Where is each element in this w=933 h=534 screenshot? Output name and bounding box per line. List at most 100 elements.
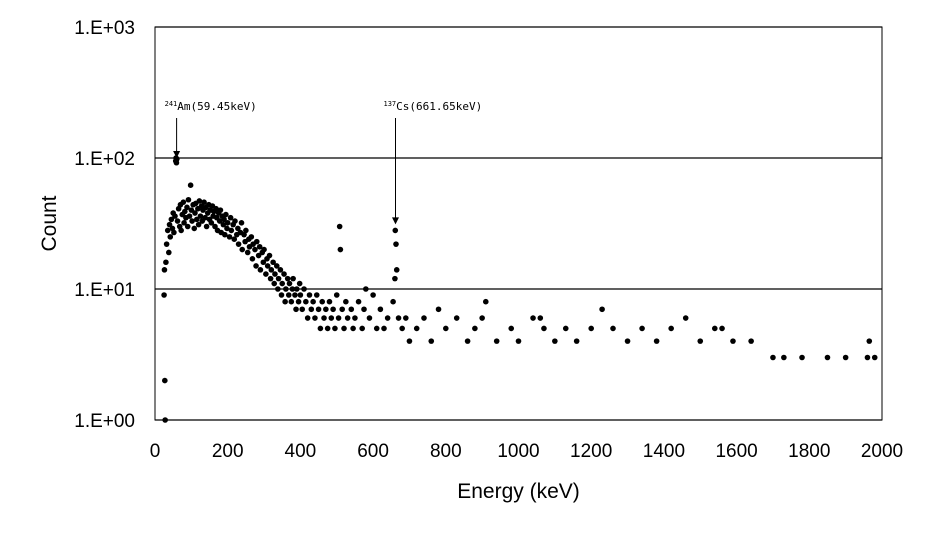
data-point (573, 338, 580, 344)
data-point (182, 208, 188, 215)
data-point (277, 267, 284, 273)
data-point (213, 205, 219, 212)
data-point (226, 234, 233, 240)
data-point (174, 218, 181, 224)
y-tick-label: 1.E+03 (74, 18, 135, 39)
data-point (453, 315, 460, 321)
data-point (321, 315, 327, 321)
data-point (289, 286, 296, 292)
data-point (392, 227, 399, 234)
data-point (241, 231, 247, 238)
x-tick-label: 400 (285, 441, 317, 462)
data-point (301, 286, 307, 292)
annotation-label: 137Cs(661.65keV) (384, 100, 483, 113)
data-point (181, 220, 187, 226)
data-point (599, 306, 605, 313)
data-point (770, 354, 776, 361)
data-point (552, 338, 558, 344)
annotation-arrow-head (392, 217, 400, 225)
data-point (162, 377, 168, 384)
data-point (178, 227, 184, 234)
data-point (235, 225, 241, 232)
data-point (217, 207, 224, 213)
data-point (363, 286, 369, 292)
data-point (479, 315, 485, 321)
x-tick-label: 600 (357, 441, 389, 462)
data-point (303, 298, 309, 305)
data-point (286, 280, 293, 287)
data-point (352, 315, 358, 321)
data-point (191, 225, 198, 232)
data-point (610, 325, 616, 332)
data-point (366, 315, 373, 321)
x-tick-label: 1600 (715, 441, 757, 462)
data-point (373, 325, 380, 332)
data-point (330, 306, 336, 313)
data-point (319, 298, 326, 305)
data-point (719, 325, 725, 332)
data-point (195, 221, 202, 228)
data-point (799, 354, 805, 361)
data-point (224, 225, 230, 232)
annotations: 241Am(59.45keV) 137Cs(661.65keV) (165, 100, 483, 225)
data-point (293, 286, 300, 292)
data-point (333, 292, 340, 298)
data-point (313, 292, 320, 298)
data-point (248, 234, 255, 240)
peak-annotation: 137Cs(661.65keV) (384, 100, 483, 225)
data-point (537, 315, 544, 321)
data-point (377, 306, 384, 313)
data-point (355, 298, 362, 305)
data-point (203, 223, 210, 230)
data-point (221, 216, 227, 223)
x-tick-label: 1400 (643, 441, 685, 462)
data-point (292, 292, 298, 298)
data-point (171, 229, 177, 236)
data-point (185, 196, 192, 203)
data-point (167, 234, 174, 240)
data-point (341, 325, 347, 332)
data-point (281, 271, 287, 277)
data-point (238, 220, 245, 226)
data-point (344, 315, 351, 321)
data-point (324, 325, 331, 332)
data-point (435, 306, 442, 313)
data-point (283, 286, 289, 292)
data-point (224, 220, 231, 226)
data-point (370, 292, 376, 298)
data-point (339, 306, 346, 313)
data-point (264, 263, 271, 269)
data-point (748, 338, 754, 344)
data-point (668, 325, 674, 332)
data-point (472, 325, 478, 332)
y-tick-labels: 1.E+00 1.E+01 1.E+02 1.E+03 (74, 18, 135, 432)
data-point (384, 315, 391, 321)
data-points (161, 155, 878, 423)
data-point (393, 267, 400, 273)
data-point (336, 223, 343, 230)
data-point (871, 354, 878, 361)
data-point (196, 198, 203, 204)
data-point (317, 325, 324, 332)
data-point (297, 292, 304, 298)
data-point (653, 338, 660, 344)
data-point (323, 306, 329, 313)
data-point (359, 325, 365, 332)
data-point (260, 259, 267, 266)
data-point (508, 325, 515, 332)
data-point (624, 338, 631, 344)
data-point (270, 259, 276, 266)
data-point (315, 306, 322, 313)
data-point (231, 236, 238, 242)
data-point (282, 298, 288, 305)
data-point (243, 227, 249, 234)
data-point (253, 238, 260, 245)
data-point (310, 298, 316, 305)
data-point (275, 286, 281, 292)
data-point (293, 306, 299, 313)
data-point (335, 315, 342, 321)
x-tick-label: 1200 (570, 441, 612, 462)
data-point (273, 263, 280, 269)
data-point (187, 182, 194, 188)
x-tick-label: 0 (150, 441, 161, 462)
